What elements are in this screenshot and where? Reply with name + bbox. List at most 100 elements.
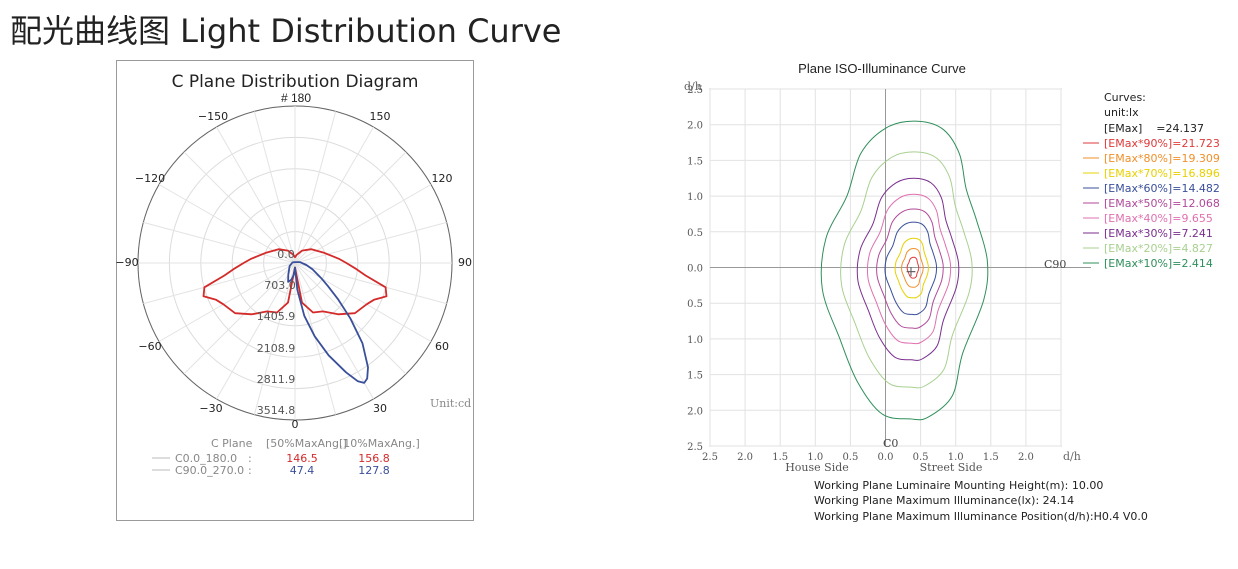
iso-info: Working Plane Luminaire Mounting Height(… — [814, 479, 1148, 523]
polar-curves — [202, 248, 388, 384]
angle-label-m60: −60 — [138, 340, 161, 353]
polar-grid-spoke — [158, 184, 296, 264]
table-value-50: 146.5 — [286, 452, 318, 465]
polar-grid-spoke — [294, 262, 432, 342]
polar-grid-spoke — [294, 126, 374, 264]
polar-grid-spoke — [216, 126, 296, 264]
legend-entry-label: [EMax*50%]=12.068 — [1104, 197, 1220, 210]
iso-chart: Plane ISO-Illuminance Curve 2.5 2.0 1.5 1.0… — [684, 61, 1220, 523]
polar-grid-spoke — [294, 151, 407, 264]
radial-label: 3514.8 — [257, 404, 296, 417]
angle-label-0: 0 — [292, 418, 299, 431]
legend-emax: [EMax] =24.137 — [1104, 122, 1204, 135]
iso-contour — [856, 177, 960, 361]
iso-xtick-label: 0.5 — [913, 452, 929, 463]
polar-grid-spoke — [183, 262, 296, 375]
iso-xtick-label: 2.5 — [702, 452, 718, 463]
angle-label-m150: −150 — [198, 110, 228, 123]
polar-grid-spoke — [143, 221, 296, 264]
street-side-label: Street Side — [920, 461, 983, 474]
legend-entry-label: [EMax*90%]=21.723 — [1104, 137, 1220, 150]
iso-c0-label: C0 — [883, 437, 898, 450]
iso-xtick-label: 2.0 — [737, 452, 753, 463]
iso-ytick-label: 1.5 — [687, 371, 703, 382]
table-header-50: [50%MaxAng.] — [266, 437, 347, 450]
polar-table: C Plane [50%MaxAng.] [10%MaxAng.] C0.0_1… — [152, 437, 420, 477]
iso-contour — [866, 193, 952, 345]
angle-label-p60: 60 — [435, 340, 449, 353]
iso-contour — [840, 151, 973, 389]
table-value-10: 156.8 — [358, 452, 390, 465]
info-max-illuminance: Working Plane Maximum Illuminance(lx): 2… — [814, 494, 1074, 507]
angle-label-p90: 90 — [458, 256, 472, 269]
radial-label: 2811.9 — [257, 373, 296, 386]
angle-label-m90: −90 — [116, 256, 139, 269]
polar-grid-spoke — [294, 262, 447, 305]
polar-chart: C Plane Distribution Diagram # 180 150 −… — [116, 72, 472, 477]
iso-ytick-label: 1.0 — [687, 192, 703, 203]
polar-grid-spoke — [294, 262, 337, 415]
iso-contour — [906, 256, 920, 279]
iso-xtick-label: 1.5 — [983, 452, 999, 463]
polar-grid-spoke — [143, 262, 296, 305]
legend-entry-label: [EMax*60%]=14.482 — [1104, 182, 1220, 195]
table-row-name: C0.0_180.0 — [175, 452, 237, 465]
table-value-10: 127.8 — [358, 464, 390, 477]
page-title: 配光曲线图 Light Distribution Curve — [10, 12, 562, 50]
polar-grid-spoke — [294, 262, 374, 400]
iso-ytick-label: 0.0 — [687, 264, 703, 275]
legend-header: Curves: — [1104, 91, 1146, 104]
iso-xtick-label: 1.0 — [948, 452, 964, 463]
angle-label-m120: −120 — [135, 172, 165, 185]
iso-xtick-label: 0.0 — [878, 452, 894, 463]
iso-c90-label: C90 — [1044, 258, 1066, 271]
iso-contour — [894, 237, 929, 299]
angle-label-180: # 180 — [281, 91, 311, 105]
iso-contour — [884, 221, 938, 316]
iso-xlabel: d/h — [1063, 450, 1081, 463]
legend-entry-label: [EMax*40%]=9.655 — [1104, 212, 1213, 225]
iso-ytick-label: 2.0 — [687, 121, 703, 132]
table-row-sep: : — [248, 464, 252, 477]
polar-grid-spoke — [158, 262, 296, 342]
iso-xtick-label: 2.0 — [1018, 452, 1034, 463]
polar-curve-c90-270 — [287, 261, 369, 384]
iso-xtick-label: 1.5 — [772, 452, 788, 463]
legend-entry-label: [EMax*10%]=2.414 — [1104, 257, 1213, 270]
table-row-sep: : — [248, 452, 252, 465]
polar-radial-labels: 0.0 703.0 1405.9 2108.9 2811.9 3514.8 — [257, 248, 296, 417]
table-header-cplane: C Plane — [211, 437, 253, 450]
iso-legend: Curves: unit:lx [EMax] =24.137 [EMax*90%… — [1083, 91, 1220, 270]
iso-ytick-label: 1.0 — [687, 335, 703, 346]
radial-label: 0.0 — [277, 248, 295, 261]
iso-contour — [876, 208, 944, 329]
iso-ytick-label: 2.5 — [687, 442, 703, 453]
iso-contour — [820, 120, 989, 421]
polar-grid-spoke — [253, 111, 296, 264]
iso-contour — [901, 247, 924, 288]
polar-grid-spoke — [294, 221, 447, 264]
iso-center-marker: + — [905, 264, 917, 280]
polar-grid-spoke — [253, 262, 296, 415]
iso-xtick-label: 1.0 — [807, 452, 823, 463]
iso-ytick-label: 0.5 — [687, 299, 703, 310]
angle-label-m30: −30 — [199, 402, 222, 415]
angle-label-p150: 150 — [370, 110, 391, 123]
polar-angle-labels: # 180 150 −150 120 −120 90 −90 60 −60 30… — [116, 91, 472, 431]
iso-ytick-label: 2.0 — [687, 406, 703, 417]
table-header-10: [10%MaxAng.] — [339, 437, 420, 450]
angle-label-p30: 30 — [373, 402, 387, 415]
info-max-position: Working Plane Maximum Illuminance Positi… — [814, 510, 1148, 523]
radial-label: 1405.9 — [257, 310, 296, 323]
angle-label-p120: 120 — [432, 172, 453, 185]
legend-entry-label: [EMax*20%]=4.827 — [1104, 242, 1213, 255]
radial-label: 2108.9 — [257, 342, 296, 355]
polar-unit-label: Unit:cd — [430, 397, 471, 410]
legend-unit: unit:lx — [1104, 106, 1139, 119]
polar-grid — [137, 105, 453, 421]
polar-chart-frame — [116, 60, 474, 521]
polar-grid-spoke — [216, 262, 296, 400]
iso-ytick-label: 1.5 — [687, 156, 703, 167]
iso-title: Plane ISO-Illuminance Curve — [798, 61, 966, 76]
table-row-name: C90.0_270.0 — [175, 464, 244, 477]
